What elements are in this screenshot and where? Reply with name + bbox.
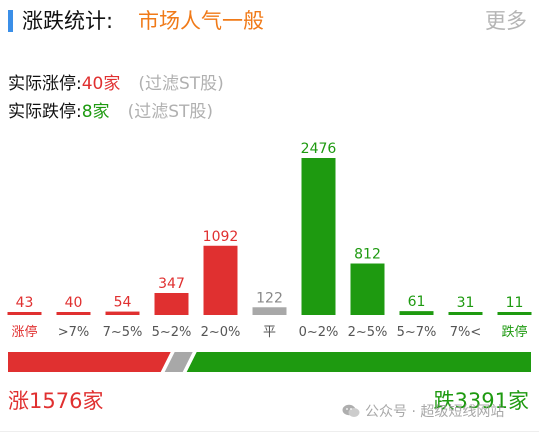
limit-up-label: 实际涨停: — [8, 74, 82, 94]
bar-8 — [399, 311, 434, 315]
bar-value-label-9: 31 — [457, 295, 475, 311]
category-label-6: 0~2% — [299, 325, 339, 340]
market-mood-label: 市场人气一般 — [138, 9, 264, 33]
bar-value-label-10: 11 — [506, 295, 524, 311]
category-label-3: 5~2% — [152, 325, 192, 340]
header-title: 涨跌统计: — [22, 9, 114, 33]
bar-6 — [301, 158, 336, 315]
up-ratio-segment — [8, 352, 171, 372]
bottom-divider — [0, 431, 539, 432]
category-label-7: 2~5% — [348, 325, 388, 340]
category-label-1: >7% — [58, 325, 90, 340]
category-label-4: 2~0% — [201, 325, 241, 340]
stats-header: 涨跌统计: 市场人气一般 更多 — [0, 0, 539, 44]
bar-value-label-0: 43 — [16, 295, 34, 311]
bar-5 — [252, 307, 287, 315]
up-count-label: 涨1576家 — [8, 389, 104, 413]
bar-value-label-3: 347 — [158, 276, 185, 292]
bar-3 — [154, 292, 189, 315]
category-label-10: 跌停 — [501, 324, 527, 340]
category-label-8: 5~7% — [397, 325, 437, 340]
bar-1 — [56, 312, 91, 315]
limit-up-value: 40家 — [81, 74, 121, 94]
bar-value-label-8: 61 — [408, 294, 426, 310]
category-label-9: 7%< — [450, 325, 482, 340]
distribution-bar-chart: 43 涨停 40 >7% 54 7~5% 347 5~2% 1092 2~0% 122 平 2476 0~… — [7, 141, 532, 340]
limit-down-label: 实际跌停: — [8, 102, 82, 122]
bar-9 — [448, 312, 483, 315]
category-label-5: 平 — [263, 325, 276, 340]
bar-7 — [350, 263, 385, 315]
bar-value-label-2: 54 — [114, 295, 132, 311]
watermark: 公众号 · 超级短线网站 — [342, 402, 504, 422]
bar-value-label-5: 122 — [256, 290, 283, 306]
bar-4 — [203, 245, 238, 315]
bar-value-label-7: 812 — [354, 247, 381, 263]
bar-10 — [497, 312, 532, 315]
wechat-icon — [342, 404, 360, 417]
down-ratio-segment — [186, 352, 531, 372]
bar-value-label-1: 40 — [65, 295, 83, 311]
down-count-label: 跌3391家 — [433, 389, 529, 413]
bar-2 — [105, 311, 140, 315]
bar-value-label-6: 2476 — [301, 141, 337, 157]
category-label-0: 涨停 — [11, 324, 37, 340]
header-accent-bar — [8, 10, 13, 32]
more-link[interactable]: 更多 — [485, 9, 527, 33]
category-label-2: 7~5% — [103, 325, 143, 340]
limit-down-stat: 实际跌停:8家 (过滤ST股) — [8, 100, 213, 124]
limit-up-stat: 实际涨停:40家 (过滤ST股) — [8, 72, 224, 96]
up-down-ratio-bar — [8, 352, 531, 372]
bar-value-label-4: 1092 — [203, 229, 239, 245]
bar-0 — [7, 312, 42, 315]
flat-ratio-segment — [164, 352, 193, 372]
limit-up-note: (过滤ST股) — [138, 74, 224, 94]
limit-down-note: (过滤ST股) — [127, 102, 214, 122]
watermark-text: 公众号 · 超级短线网站 — [365, 404, 505, 420]
limit-down-value: 8家 — [81, 102, 110, 122]
